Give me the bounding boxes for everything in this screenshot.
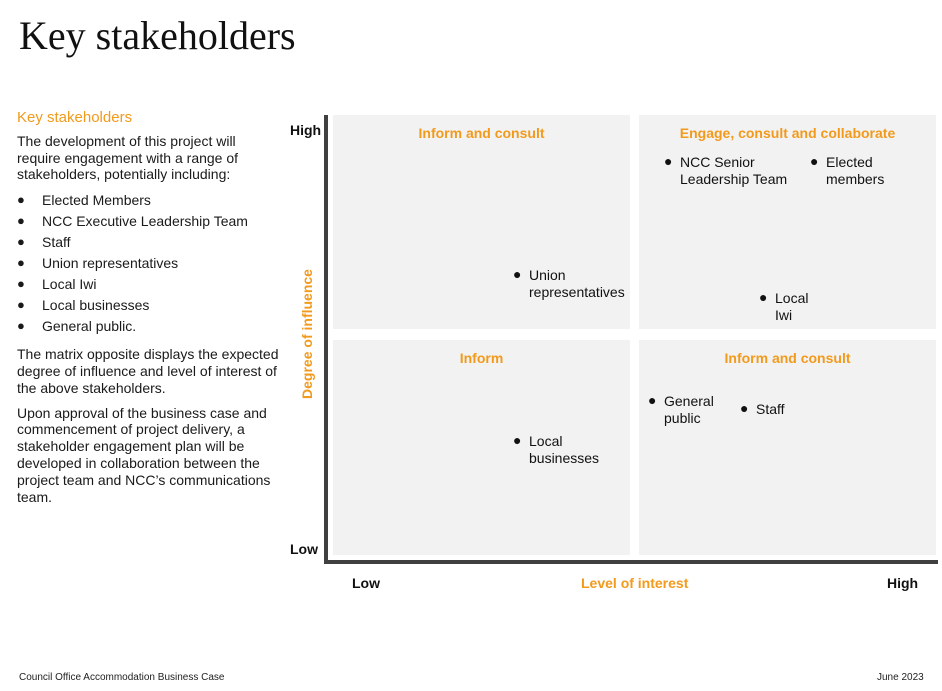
- bullet-icon: ●: [17, 234, 25, 250]
- sidebar-approval-note: Upon approval of the business case and c…: [17, 404, 271, 505]
- quadrant-top-right: Engage, consult and collaborate: [639, 115, 936, 329]
- bullet-icon: ●: [17, 297, 25, 313]
- bullet-icon: ●: [17, 318, 25, 334]
- quadrant-label: Inform and consult: [418, 125, 545, 141]
- bullet-icon: ●: [513, 432, 522, 448]
- list-item: ● Union representatives: [17, 254, 279, 275]
- bullet-icon: ●: [17, 255, 25, 271]
- list-item-label: Elected Members: [42, 192, 151, 209]
- stakeholder-label: Union: [529, 267, 566, 283]
- stakeholder-union-representatives: ● Union representatives: [513, 266, 625, 301]
- stakeholder-label: Local: [529, 433, 563, 449]
- list-item: ● General public.: [17, 317, 279, 338]
- bullet-icon: ●: [648, 392, 657, 408]
- bullet-icon: ●: [17, 276, 25, 292]
- list-item-label: Staff: [42, 234, 71, 251]
- page-title: Key stakeholders: [19, 13, 296, 58]
- footer-date: June 2023: [877, 672, 924, 683]
- stakeholder-general-public: ● General public: [648, 392, 714, 427]
- list-item: ● NCC Executive Leadership Team: [17, 212, 279, 233]
- stakeholder-label: Staff: [756, 401, 785, 417]
- x-axis-low-label: Low: [352, 575, 380, 591]
- bullet-icon: ●: [513, 266, 522, 282]
- quadrant-bottom-right: Inform and consult: [639, 340, 936, 555]
- list-item-label: NCC Executive Leadership Team: [42, 213, 248, 230]
- list-item: ● Staff: [17, 233, 279, 254]
- stakeholder-label: members: [826, 171, 885, 187]
- y-axis-line: [324, 115, 328, 564]
- x-axis-line: [324, 560, 938, 564]
- stakeholder-list: ● Elected Members ● NCC Executive Leadersh…: [17, 191, 279, 338]
- stakeholder-label: Leadership Team: [680, 171, 788, 187]
- list-item: ● Local businesses: [17, 296, 279, 317]
- stakeholder-label: NCC Senior: [680, 154, 755, 170]
- footer-document-title: Council Office Accommodation Business Ca…: [19, 672, 225, 683]
- bullet-icon: ●: [17, 213, 25, 229]
- list-item-label: Union representatives: [42, 255, 179, 272]
- stakeholder-local-businesses: ● Local businesses: [513, 432, 600, 467]
- list-item: ● Elected Members: [17, 191, 279, 212]
- stakeholder-ncc-senior-leadership: ● NCC Senior Leadership Team: [664, 153, 788, 188]
- stakeholder-label: Local: [775, 290, 809, 306]
- stakeholder-label: public: [664, 410, 701, 426]
- stakeholder-label: Elected: [826, 154, 873, 170]
- list-item-label: General public.: [42, 318, 137, 335]
- y-axis-low-label: Low: [290, 541, 318, 557]
- y-axis-title: Degree of influence: [299, 269, 315, 399]
- sidebar: Key stakeholders The development of this…: [17, 109, 279, 513]
- stakeholder-elected-members: ● Elected members: [810, 153, 885, 188]
- list-item-label: Local Iwi: [42, 276, 97, 293]
- bullet-icon: ●: [759, 289, 768, 305]
- y-axis-high-label: High: [290, 122, 322, 138]
- list-item-label: Local businesses: [42, 297, 150, 314]
- sidebar-heading: Key stakeholders: [17, 109, 133, 126]
- quadrant-top-left: Inform and consult: [333, 115, 630, 329]
- stakeholder-staff: ● Staff: [740, 400, 785, 418]
- bullet-icon: ●: [664, 153, 673, 169]
- stakeholder-label: representatives: [529, 284, 625, 300]
- bullet-icon: ●: [810, 153, 819, 169]
- x-axis-high-label: High: [887, 575, 919, 591]
- x-axis-title: Level of interest: [581, 575, 689, 591]
- quadrant-bottom-left: Inform: [333, 340, 630, 555]
- quadrant-label: Inform: [459, 350, 504, 366]
- list-item: ● Local Iwi: [17, 275, 279, 296]
- quadrant-label: Inform and consult: [724, 350, 851, 366]
- stakeholder-label: Iwi: [775, 307, 793, 323]
- bullet-icon: ●: [740, 400, 749, 416]
- bullet-icon: ●: [17, 192, 25, 208]
- sidebar-matrix-note: The matrix opposite displays the expecte…: [17, 346, 279, 396]
- stakeholder-label: businesses: [529, 450, 600, 466]
- sidebar-intro: The development of this project will req…: [17, 132, 239, 183]
- quadrant-label: Engage, consult and collaborate: [679, 125, 896, 141]
- stakeholder-label: General: [664, 393, 714, 409]
- stakeholder-local-iwi: ● Local Iwi: [759, 289, 809, 324]
